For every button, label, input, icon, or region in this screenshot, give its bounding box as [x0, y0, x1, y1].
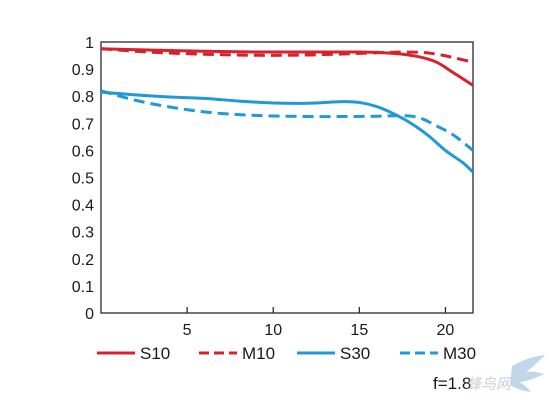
series-line-s10	[101, 47, 473, 87]
x-tick-label: 15	[350, 322, 368, 339]
series-line-m30	[101, 89, 473, 152]
y-tick-label: 1	[85, 35, 94, 52]
legend: S10 M10 S30 M30	[97, 344, 476, 363]
x-tick-label: 10	[264, 322, 282, 339]
y-tick-label: 0.8	[72, 89, 94, 106]
y-tick-label: 0.1	[72, 279, 94, 296]
legend-item-s30: S30	[297, 344, 370, 363]
y-tick-label: 0.4	[72, 198, 94, 215]
y-tick-label: 0.6	[72, 143, 94, 160]
series-line-m10	[101, 47, 473, 64]
legend-label: M30	[443, 344, 476, 363]
legend-item-m10: M10	[199, 344, 275, 363]
series-line-s30	[101, 90, 473, 174]
legend-label: M10	[242, 344, 275, 363]
x-tick-label: 20	[437, 322, 455, 339]
x-tick-label: 5	[183, 322, 192, 339]
y-tick-label: 0.3	[72, 225, 94, 242]
legend-item-m30: M30	[400, 344, 476, 363]
y-tick-label: 0.7	[72, 116, 94, 133]
series-layer	[101, 47, 473, 174]
watermark: 蜂鸟网	[466, 355, 545, 393]
legend-item-s10: S10	[97, 344, 170, 363]
y-tick-label: 0.2	[72, 252, 94, 269]
legend-label: S30	[340, 344, 370, 363]
watermark-text: 蜂鸟网	[466, 375, 513, 393]
plot-area-border	[100, 41, 474, 314]
legend-label: S10	[140, 344, 170, 363]
bird-logo-icon	[510, 355, 545, 392]
y-axis: 0 0.1 0.2 0.3 0.4 0.5 0.6 0.7 0.8 0.9 1	[72, 35, 94, 323]
aperture-annotation: f=1.8	[433, 374, 471, 393]
y-tick-label: 0.9	[72, 62, 94, 79]
y-tick-label: 0.5	[72, 171, 94, 188]
x-axis: 5 10 15 20	[183, 307, 455, 339]
plot-frame	[100, 41, 474, 314]
y-tick-label: 0	[85, 306, 94, 323]
